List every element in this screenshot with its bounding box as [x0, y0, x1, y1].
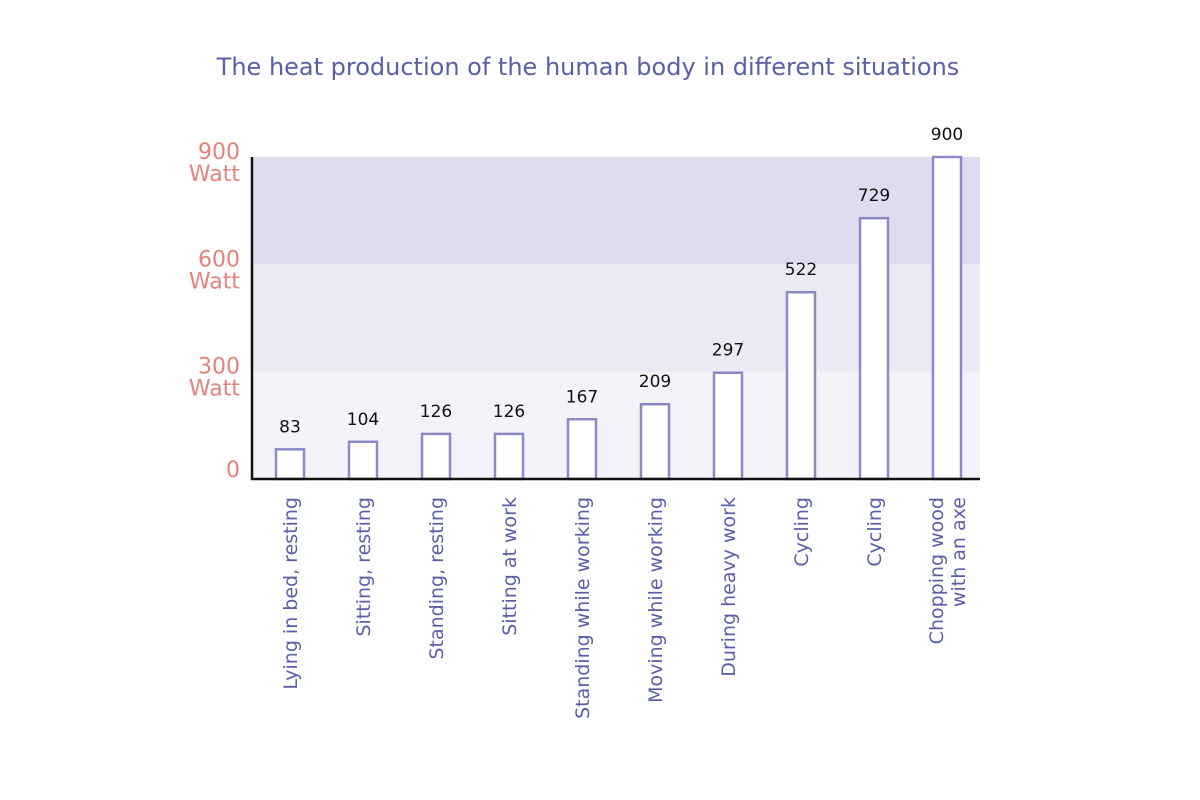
- value-bands: [252, 157, 980, 479]
- band-2: [252, 157, 980, 265]
- value-label-8: 729: [858, 186, 890, 206]
- category-label-5: Moving while working: [645, 497, 667, 703]
- value-label-4: 167: [566, 387, 598, 407]
- category-label-line: Chopping wood: [926, 497, 948, 644]
- y-tick-label: 300: [198, 355, 240, 380]
- category-label-line: During heavy work: [718, 497, 740, 677]
- category-label-9: Chopping wood with an axe: [926, 497, 970, 644]
- band-1: [252, 264, 980, 372]
- y-tick-label: 600: [198, 247, 240, 272]
- bar-0: [274, 448, 306, 481]
- bar-9: [931, 155, 963, 481]
- value-label-7: 522: [785, 260, 817, 280]
- bar-2: [420, 432, 452, 481]
- y-tick-label: Watt: [189, 162, 240, 187]
- category-label-3: Sitting at work: [499, 497, 521, 636]
- category-label-1: Sitting, resting: [353, 497, 375, 637]
- value-label-6: 297: [712, 341, 744, 361]
- bar-1: [347, 440, 379, 481]
- category-label-line: Lying in bed, resting: [280, 497, 302, 690]
- chart-title: The heat production of the human body in…: [216, 53, 960, 81]
- value-label-3: 126: [493, 402, 525, 422]
- bar-7: [785, 290, 817, 481]
- y-tick-label: 900: [198, 140, 240, 165]
- category-label-line: Standing, resting: [426, 497, 448, 660]
- value-label-9: 900: [931, 125, 963, 145]
- category-label-line: Standing while working: [572, 497, 594, 719]
- bar-8: [858, 216, 890, 481]
- category-label-6: During heavy work: [718, 497, 740, 677]
- bar-6: [712, 371, 744, 481]
- value-label-1: 104: [347, 410, 379, 430]
- x-axis-labels: Lying in bed, resting Sitting, resting Sta…: [280, 497, 970, 719]
- bars: [274, 155, 963, 481]
- category-label-line: Cycling: [864, 497, 886, 567]
- category-label-8: Cycling: [864, 497, 886, 567]
- bar-4: [566, 418, 598, 481]
- category-label-0: Lying in bed, resting: [280, 497, 302, 690]
- category-label-line: with an axe: [948, 497, 970, 607]
- value-label-2: 126: [420, 402, 452, 422]
- bar-3: [493, 432, 525, 481]
- y-tick-label: Watt: [189, 269, 240, 294]
- category-label-line: Cycling: [791, 497, 813, 567]
- y-tick-label: 0: [226, 458, 240, 483]
- category-label-line: Sitting, resting: [353, 497, 375, 637]
- category-label-2: Standing, resting: [426, 497, 448, 660]
- category-label-7: Cycling: [791, 497, 813, 567]
- category-label-4: Standing while working: [572, 497, 594, 719]
- category-label-line: Sitting at work: [499, 497, 521, 636]
- value-labels: 83 104 126 126 167 209 297 522 729 900: [279, 125, 963, 437]
- category-label-line: Moving while working: [645, 497, 667, 703]
- y-tick-0: 0: [226, 458, 240, 483]
- bar-5: [639, 402, 671, 481]
- y-tick-label: Watt: [189, 377, 240, 402]
- value-label-5: 209: [639, 372, 671, 392]
- value-label-0: 83: [279, 417, 301, 437]
